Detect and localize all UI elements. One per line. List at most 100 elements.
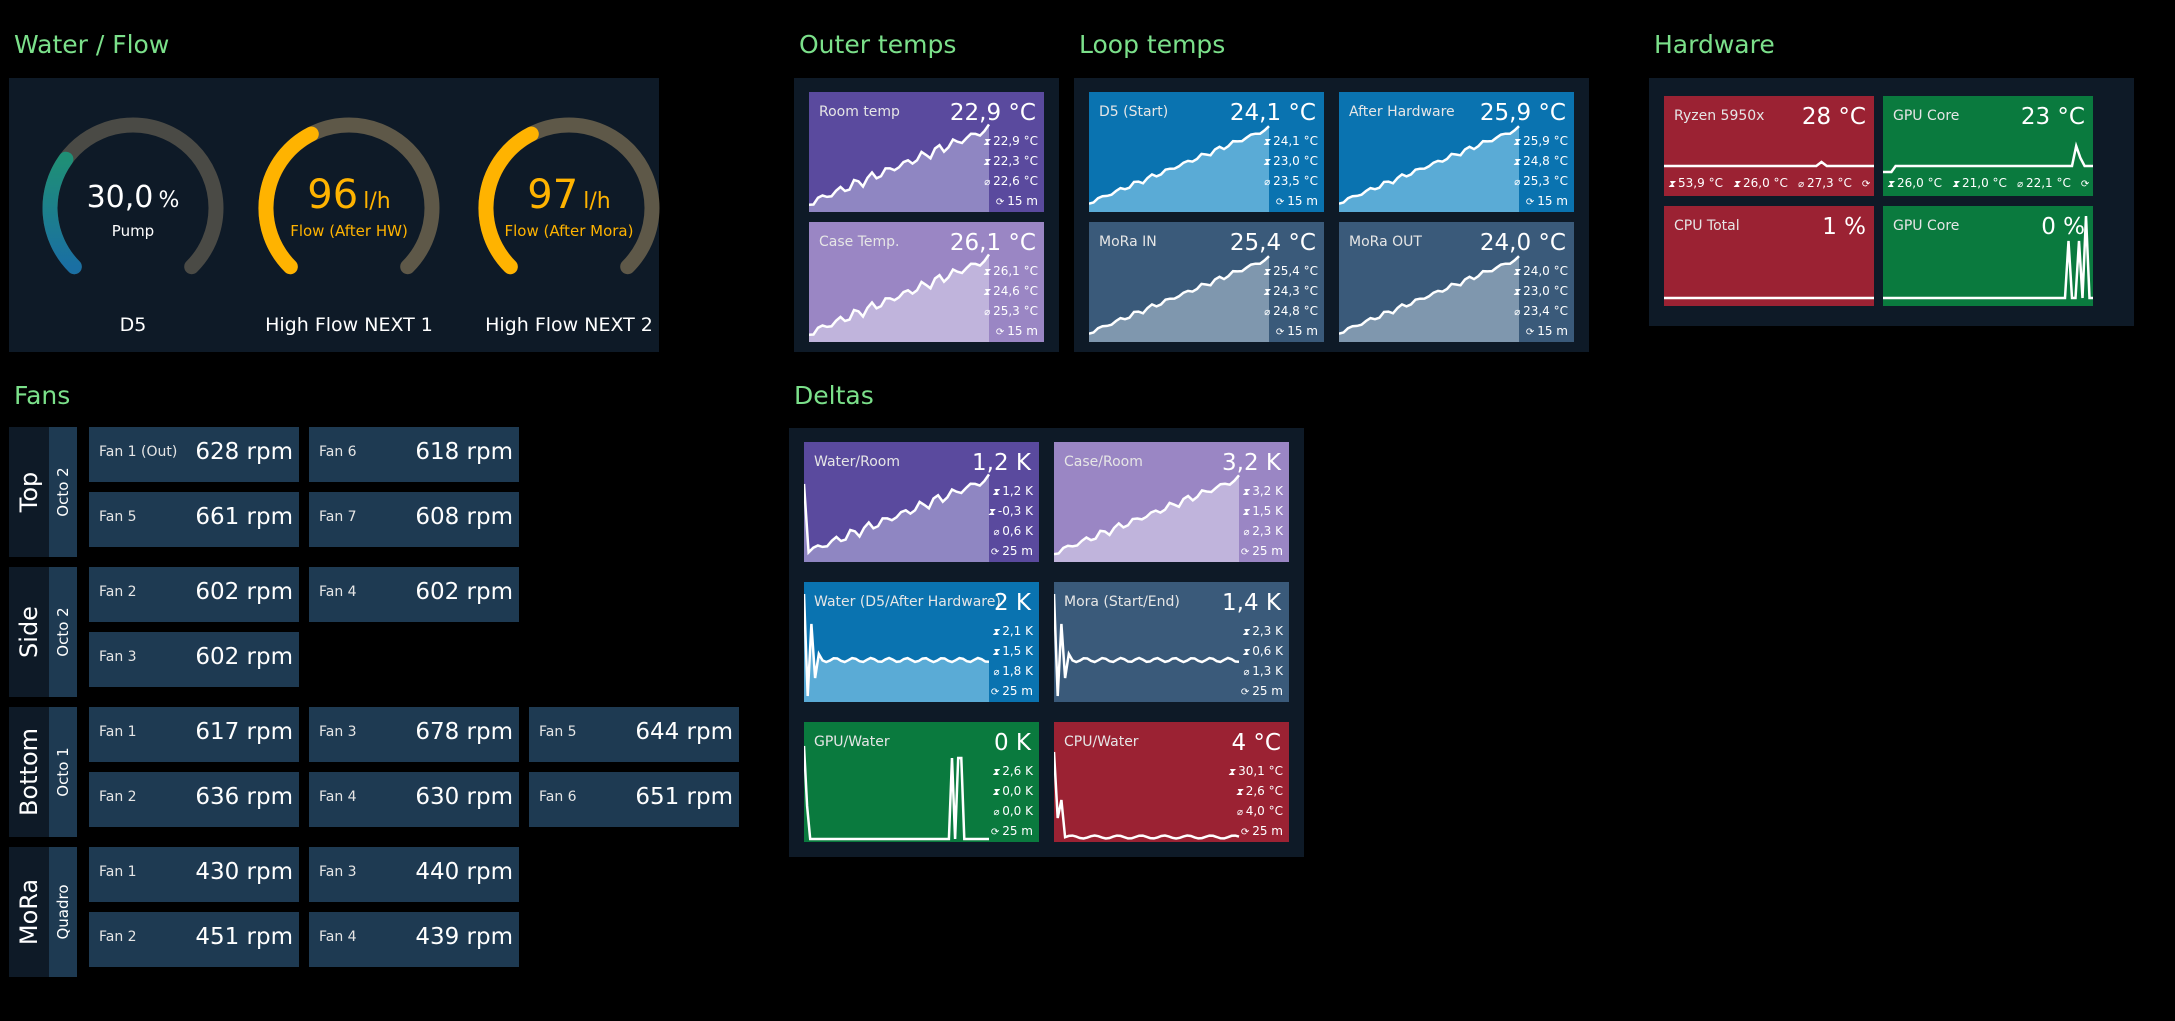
max-icon: ⧗ — [1263, 137, 1271, 148]
fan-rpm: 630 rpm — [415, 784, 513, 810]
delta-tile-2-stat-0: ⧗ 2,1 K — [992, 624, 1033, 638]
delta-tile-4-stats: ⧗ 2,6 K ⧗ 0,0 K ⌀ 0,0 K ⟳ 25 m — [991, 762, 1033, 842]
outer-tile-0-label: Room temp — [819, 104, 900, 120]
fan-name: Fan 6 — [319, 444, 357, 460]
fans-title: Fans — [14, 381, 71, 410]
loop-tile-2-value: 25,4 °C — [1229, 230, 1316, 256]
water-flow-panel: 30,0 % Pump D5 96 l/h Flow (After HW) Hi… — [9, 78, 660, 352]
loop-tile-3: MoRa OUT 24,0 °C ⧗ 24,0 °C ⧗ 23,0 °C ⌀ 23,4 °C ⟳… — [1339, 222, 1574, 342]
outer-tile-1-value: 26,1 °C — [949, 230, 1036, 256]
fan-tile-top-2: Fan 5 661 rpm — [89, 492, 299, 547]
avg-icon: ⌀ — [1243, 667, 1250, 678]
delta-tile-3-stat-0: ⧗ 2,3 K — [1242, 624, 1283, 638]
fan-rpm: 430 rpm — [195, 859, 293, 885]
max-icon: ⧗ — [983, 267, 991, 278]
hw-tile-3: GPU Core 0 % — [1883, 206, 2093, 306]
avg-icon: ⌀ — [993, 667, 1000, 678]
hw-tile-3-line — [1883, 215, 2093, 300]
fan-rpm: 439 rpm — [415, 924, 513, 950]
loop-tile-0-stat-1: ⧗ 23,0 °C — [1263, 154, 1318, 168]
delta-tile-3-line — [1054, 593, 1240, 697]
fan-tile-mora-0: Fan 1 430 rpm — [89, 847, 299, 902]
delta-tile-4-sparkline — [804, 745, 989, 841]
fan-rpm: 644 rpm — [635, 719, 733, 745]
fan-tile-bottom-1: Fan 3 678 rpm — [309, 707, 519, 762]
hw-tile-0-foot-0: ⧗ 53,9 °C — [1668, 176, 1723, 190]
loop-tile-1-sparkline — [1339, 125, 1520, 212]
loop-tile-2: MoRa IN 25,4 °C ⧗ 25,4 °C ⧗ 24,3 °C ⌀ 24,8 °C ⟳ 1… — [1089, 222, 1324, 342]
fan-name: Fan 3 — [319, 724, 357, 740]
max-icon: ⧗ — [1513, 267, 1521, 278]
min-icon: ⧗ — [1513, 287, 1521, 298]
flow2-sub: Flow (After Mora) — [504, 222, 634, 240]
outer-tile-0-stat-3: ⟳ 15 m — [995, 194, 1038, 208]
hw-tile-0-sparkline — [1664, 160, 1874, 168]
avg-icon: ⌀ — [984, 177, 991, 188]
flow1-sub: Flow (After HW) — [290, 222, 408, 240]
loop-tile-2-stat-2: ⌀ 24,8 °C — [1264, 304, 1318, 318]
fan-name: Fan 6 — [539, 789, 577, 805]
outer-tile-0-sparkline — [809, 123, 991, 212]
fan-rpm: 602 rpm — [195, 579, 293, 605]
loop-tile-1-stats: ⧗ 25,9 °C ⧗ 24,8 °C ⌀ 25,3 °C ⟳ 15 m — [1513, 132, 1568, 212]
outer-tile-0-line — [809, 123, 991, 207]
avg-icon: ⌀ — [993, 527, 1000, 538]
max-icon: ⧗ — [1513, 137, 1521, 148]
fan-group-label: Bottom — [15, 727, 43, 817]
fan-tile-bottom-0: Fan 1 617 rpm — [89, 707, 299, 762]
min-icon: ⧗ — [1951, 179, 1959, 190]
max-icon: ⧗ — [1242, 487, 1250, 498]
hw-tile-0-footer: ⧗53,9 °C ⧗26,0 °C ⌀27,3 °C ⟳15 m — [1664, 176, 1874, 190]
delta-tile-2-stats: ⧗ 2,1 K ⧗ 1,5 K ⌀ 1,8 K ⟳ 25 m — [991, 622, 1033, 702]
outer-temps-title: Outer temps — [799, 30, 957, 59]
fan-name: Fan 4 — [319, 584, 357, 600]
delta-tile-0-stats: ⧗ 1,2 K ⧗ -0,3 K ⌀ 0,6 K ⟳ 25 m — [988, 482, 1033, 562]
flow2-unit: l/h — [583, 189, 611, 214]
loop-tile-1-stat-0: ⧗ 25,9 °C — [1513, 134, 1568, 148]
avg-icon: ⌀ — [2016, 179, 2023, 190]
fan-rpm: 608 rpm — [415, 504, 513, 530]
min-icon: ⧗ — [992, 787, 1000, 798]
loop-tile-0-stat-0: ⧗ 24,1 °C — [1263, 134, 1318, 148]
max-icon: ⧗ — [992, 487, 1000, 498]
delta-tile-4-stat-1: ⧗ 0,0 K — [992, 784, 1033, 798]
loop-tile-0-value: 24,1 °C — [1229, 100, 1316, 126]
delta-tile-3-stats: ⧗ 2,3 K ⧗ 0,6 K ⌀ 1,3 K ⟳ 25 m — [1241, 622, 1283, 702]
delta-tile-3-stat-3: ⟳ 25 m — [1240, 684, 1283, 698]
fan-controller-label: Quadro — [54, 884, 72, 940]
fan-tile-mora-3: Fan 4 439 rpm — [309, 912, 519, 967]
delta-tile-1-stats: ⧗ 3,2 K ⧗ 1,5 K ⌀ 2,3 K ⟳ 25 m — [1241, 482, 1283, 562]
timespan-icon: ⟳ — [1861, 179, 1871, 190]
delta-tile-5-stat-1: ⧗ 2,6 °C — [1235, 784, 1283, 798]
fan-rpm: 661 rpm — [195, 504, 293, 530]
hw-tile-0-foot-1: ⧗ 26,0 °C — [1732, 176, 1788, 190]
fan-controller: Octo 1 — [49, 707, 77, 837]
delta-tile-3-stat-1: ⧗ 0,6 K — [1242, 644, 1283, 658]
outer-tile-0-stat-2: ⌀ 22,6 °C — [984, 174, 1038, 188]
max-icon: ⧗ — [1242, 627, 1250, 638]
loop-tile-0-label: D5 (Start) — [1099, 104, 1169, 120]
delta-tile-5-sparkline — [1054, 751, 1240, 840]
min-icon: ⧗ — [1242, 647, 1250, 658]
timespan-icon: ⟳ — [1275, 327, 1285, 338]
timespan-icon: ⟳ — [1275, 197, 1285, 208]
fan-tile-bottom-4: Fan 4 630 rpm — [309, 772, 519, 827]
fan-name: Fan 2 — [99, 584, 137, 600]
fan-name: Fan 1 — [99, 724, 137, 740]
fan-name: Fan 2 — [99, 789, 137, 805]
loop-tile-0-stat-2: ⌀ 23,5 °C — [1264, 174, 1318, 188]
outer-tile-0-stat-1: ⧗ 22,3 °C — [983, 154, 1038, 168]
avg-icon: ⌀ — [1264, 177, 1271, 188]
max-icon: ⧗ — [1228, 767, 1236, 778]
fan-name: Fan 7 — [319, 509, 357, 525]
loop-tile-1-stat-3: ⟳ 15 m — [1525, 194, 1568, 208]
fan-rpm: 602 rpm — [415, 579, 513, 605]
delta-tile-5-stat-3: ⟳ 25 m — [1240, 824, 1283, 838]
avg-icon: ⌀ — [984, 307, 991, 318]
hw-tile-0: Ryzen 5950x 28 °C ⧗ 53,9 °C ⧗ 26,0 °C ⌀ 27,3 °C… — [1664, 96, 1874, 196]
fan-tile-mora-2: Fan 2 451 rpm — [89, 912, 299, 967]
min-icon: ⧗ — [1732, 179, 1740, 190]
delta-tile-2-stat-2: ⌀ 1,8 K — [993, 664, 1033, 678]
loop-tile-0-stats: ⧗ 24,1 °C ⧗ 23,0 °C ⌀ 23,5 °C ⟳ 15 m — [1263, 132, 1318, 212]
delta-tile-2: Water (D5/After Hardware) 2 K ⧗ 2,1 K ⧗ 1,5 K… — [804, 582, 1039, 702]
